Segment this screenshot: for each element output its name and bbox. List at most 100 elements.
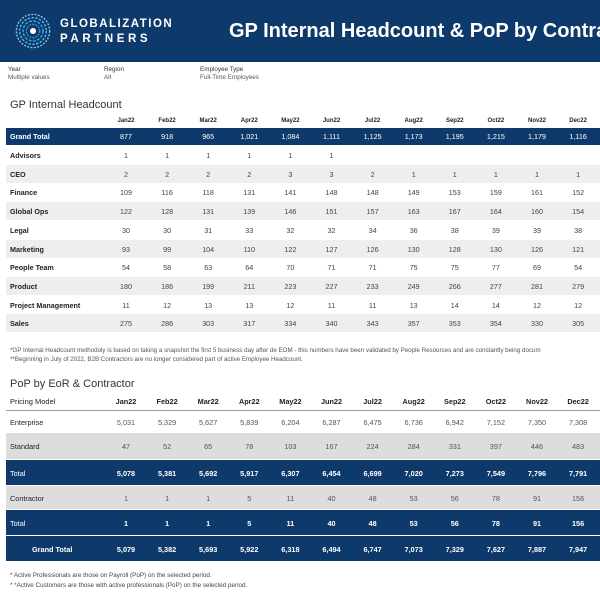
cell-value: 334: [284, 319, 297, 329]
cell-value: 275: [120, 319, 132, 329]
cell-value: 151: [325, 207, 338, 217]
cell-value: 1,173: [404, 132, 423, 141]
cell-value: 1: [124, 151, 128, 160]
cell-value: 5,079: [116, 545, 136, 554]
filter-year-label: Year: [8, 66, 21, 73]
row-label: Project Management: [10, 300, 81, 310]
cell-value: 918: [161, 132, 174, 141]
cell-value: 281: [531, 281, 543, 291]
cell-value: 12: [533, 300, 541, 310]
month-header: Feb22: [156, 397, 178, 406]
cell-value: 118: [202, 188, 214, 198]
headcount-methodology-note: *GP Internal Headcount methodoly is base…: [10, 347, 541, 354]
cell-value: 266: [448, 281, 461, 291]
cell-value: 156: [572, 519, 585, 528]
cell-value: 78: [245, 442, 254, 451]
cell-value: 6,699: [363, 469, 382, 478]
cell-value: 353: [448, 319, 461, 329]
cell-value: 5,693: [199, 545, 218, 554]
cell-value: 78: [491, 519, 500, 528]
table-row: Advisors 1 1 1 1 1 1: [6, 146, 600, 164]
cell-value: 56: [450, 519, 459, 528]
cell-value: 109: [120, 188, 132, 198]
pop-row-total2: Total 1 1 1 5 11 40 48 53 56 78 91 156: [6, 510, 600, 535]
row-label: Grand Total: [10, 132, 50, 141]
cell-value: 277: [489, 281, 502, 291]
headcount-section-title: GP Internal Headcount: [10, 99, 122, 111]
cell-value: 99: [163, 244, 172, 254]
cell-value: 1,111: [323, 132, 340, 141]
row-label: Product: [10, 281, 38, 291]
cell-value: 1,125: [363, 132, 382, 141]
cell-value: 224: [366, 442, 379, 451]
cell-value: 5: [247, 494, 252, 503]
filter-employee-type[interactable]: Employee Type Full-Time Employees: [200, 66, 259, 82]
cell-value: 965: [202, 132, 215, 141]
cell-value: 11: [286, 494, 295, 503]
cell-value: 7,020: [404, 469, 423, 478]
cell-value: 127: [325, 244, 338, 254]
pop-row-grand-total: Grand Total 5,079 5,382 5,693 5,922 6,318 6,49…: [6, 536, 600, 561]
cell-value: 1: [247, 151, 252, 160]
cell-value: 1: [165, 494, 170, 503]
filter-region[interactable]: Region All: [104, 66, 124, 82]
footnote-customers: * *Active Customers are those with activ…: [10, 582, 248, 589]
cell-value: 167: [448, 207, 461, 217]
month-header: Oct22: [485, 397, 507, 406]
row-label: Grand Total: [32, 545, 73, 554]
cell-value: 1,116: [569, 132, 587, 141]
cell-value: 11: [286, 519, 295, 528]
cell-value: 128: [448, 244, 461, 254]
cell-value: 149: [407, 188, 420, 198]
pricing-model-header: Pricing Model: [10, 397, 56, 406]
cell-value: 5,839: [240, 418, 259, 427]
filter-year[interactable]: Year Multiple values: [8, 66, 50, 82]
cell-value: 1: [452, 169, 457, 179]
cell-value: 71: [368, 263, 377, 273]
cell-value: 877: [120, 132, 132, 141]
cell-value: 110: [243, 244, 256, 254]
cell-value: 164: [489, 207, 502, 217]
cell-value: 5,381: [157, 469, 177, 478]
cell-value: 54: [574, 263, 583, 273]
cell-value: 1: [206, 494, 211, 503]
cell-value: 131: [243, 188, 256, 198]
cell-value: 91: [532, 519, 542, 528]
cell-value: 157: [366, 207, 379, 217]
cell-value: 2: [124, 169, 128, 179]
cell-value: 5,078: [116, 469, 136, 478]
cell-value: 69: [533, 263, 541, 273]
row-label: CEO: [10, 169, 26, 179]
table-row: Sales 275 286 303 317 334 340 343 357 353 354 330 30…: [6, 314, 600, 333]
filter-region-label: Region: [104, 66, 124, 73]
row-label: Finance: [10, 188, 38, 198]
cell-value: 78: [491, 494, 500, 503]
cell-value: 11: [122, 300, 130, 310]
cell-value: 126: [366, 244, 379, 254]
cell-value: 36: [409, 225, 418, 235]
cell-value: 6,942: [445, 418, 464, 427]
cell-value: 75: [409, 263, 418, 273]
cell-value: 159: [489, 188, 502, 198]
cell-value: 343: [366, 319, 379, 329]
cell-value: 286: [161, 319, 174, 329]
cell-value: 11: [327, 300, 336, 310]
table-row: CEO 2 2 2 2 3 3 2 1 1 1 1 1: [6, 164, 600, 183]
cell-value: 211: [243, 281, 256, 291]
cell-value: 148: [366, 188, 379, 198]
cell-value: 30: [122, 225, 130, 235]
cell-value: 7,073: [404, 545, 423, 554]
cell-value: 71: [327, 263, 336, 273]
cell-value: 34: [368, 225, 377, 235]
cell-value: 199: [202, 281, 215, 291]
cell-value: 77: [491, 263, 500, 273]
cell-value: 70: [286, 263, 295, 273]
grand-total-row: Grand Total 877 918 965 1,021 1,084 1,111 1,125…: [6, 128, 600, 145]
contractor-note: **Beginning in July of 2022, B2B Contrac…: [10, 356, 303, 363]
cell-value: 167: [325, 442, 338, 451]
table-row: Finance 109 116 118 131 141 148 148 149 153 159 161…: [6, 183, 600, 201]
cell-value: 303: [202, 319, 215, 329]
row-label: Advisors: [10, 151, 41, 160]
cell-value: 6,454: [322, 469, 341, 478]
cell-value: 139: [243, 207, 256, 217]
